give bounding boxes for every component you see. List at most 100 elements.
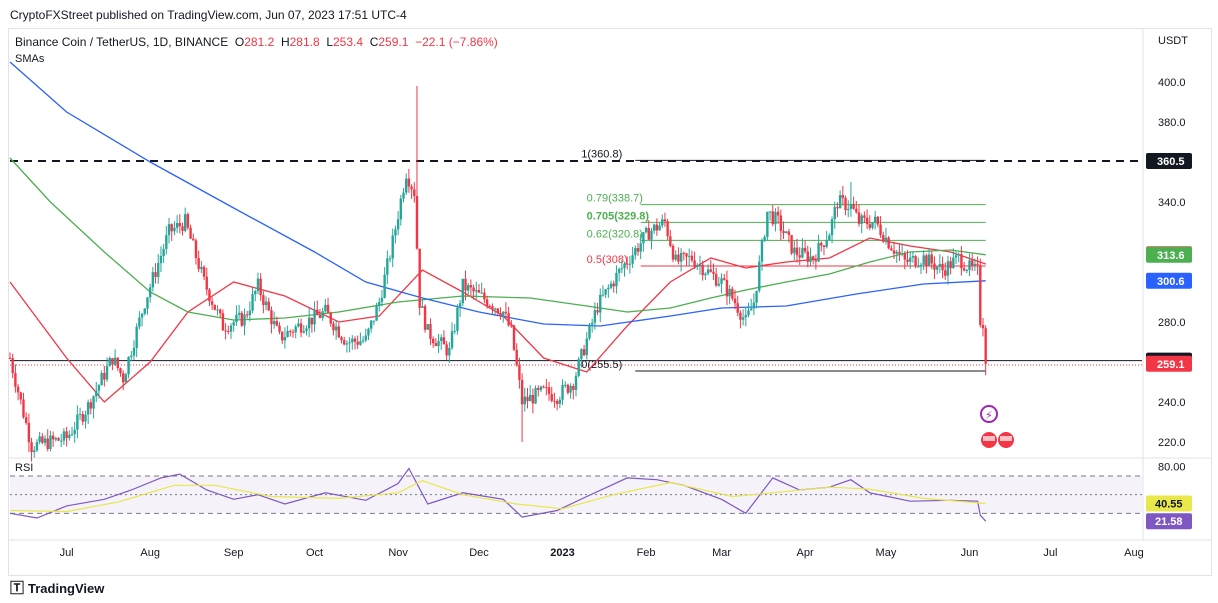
candle-body xyxy=(491,306,494,310)
rsi-tag-bg xyxy=(1146,513,1192,530)
candle-body xyxy=(785,231,788,234)
candle-body xyxy=(709,269,712,272)
candle-body xyxy=(162,248,165,256)
candle-body xyxy=(930,254,933,264)
x-tick-label: May xyxy=(876,547,897,559)
candle-body xyxy=(440,337,443,341)
candle-body xyxy=(914,256,917,267)
candle-body xyxy=(838,195,842,209)
candle-body xyxy=(682,252,686,254)
candle-body xyxy=(863,215,866,218)
candle-body xyxy=(771,211,774,225)
candle-body xyxy=(531,394,535,404)
candle-body xyxy=(11,358,14,374)
symbol-legend[interactable]: Binance Coin / TetherUS, 1D, BINANCE O28… xyxy=(15,35,498,49)
candle-body xyxy=(332,323,335,331)
sma-line xyxy=(9,61,986,327)
candle-body xyxy=(124,374,128,383)
candle-body xyxy=(237,312,241,315)
y-tick-label: 220.0 xyxy=(1158,437,1186,449)
candle-body xyxy=(968,260,971,270)
candle-body xyxy=(305,328,308,332)
candle-body xyxy=(828,235,831,241)
candle-body xyxy=(442,337,446,345)
candle-body xyxy=(264,301,268,306)
candle-body xyxy=(235,314,238,323)
candle-body xyxy=(763,236,766,241)
candle-body xyxy=(534,388,537,404)
candle-body xyxy=(369,320,373,329)
candle-body xyxy=(741,317,745,320)
candle-body xyxy=(469,285,473,288)
candle-body xyxy=(580,349,583,360)
candle-body xyxy=(224,330,227,332)
candle-body xyxy=(922,255,925,265)
candle-body xyxy=(97,385,101,391)
candle-body xyxy=(431,338,435,344)
candle-body xyxy=(35,442,39,451)
candle-body xyxy=(768,211,772,213)
candle-body xyxy=(229,325,233,332)
candle-body xyxy=(698,264,702,266)
candle-body xyxy=(316,309,319,316)
candle-body xyxy=(731,288,734,299)
candle-body xyxy=(911,256,915,258)
candle-body xyxy=(340,337,343,341)
lightning-icon xyxy=(980,405,998,423)
candle-body xyxy=(219,309,222,314)
candle-body xyxy=(165,235,168,249)
candle-body xyxy=(84,414,87,422)
candle-body xyxy=(415,196,419,249)
candle-body xyxy=(663,219,667,222)
sma-label[interactable]: SMAs xyxy=(15,53,45,65)
rsi-label[interactable]: RSI xyxy=(15,462,34,474)
candle-body xyxy=(458,303,462,308)
candle-body xyxy=(186,214,190,228)
candle-body xyxy=(841,195,845,198)
candle-body xyxy=(844,197,847,211)
candle-body xyxy=(809,256,812,262)
candle-body xyxy=(701,264,704,276)
candle-body xyxy=(89,402,93,409)
x-tick-label: Jul xyxy=(60,547,74,559)
candle-body xyxy=(895,251,898,254)
rsi-tick-label: 80.00 xyxy=(1158,462,1186,474)
candle-body xyxy=(652,224,656,231)
price-tag-label: 313.6 xyxy=(1157,250,1185,262)
candle-body xyxy=(130,355,133,358)
candle-body xyxy=(949,261,952,269)
candle-body xyxy=(227,330,230,332)
candle-body xyxy=(38,436,41,443)
candle-body xyxy=(413,189,416,197)
candle-body xyxy=(871,222,874,228)
candle-body xyxy=(623,263,626,269)
candle-body xyxy=(795,247,799,256)
candle-body xyxy=(873,216,877,223)
candle-body xyxy=(714,273,718,286)
x-tick-label: 2023 xyxy=(550,547,574,559)
candle-body xyxy=(192,238,195,241)
candle-body xyxy=(760,240,764,262)
candle-body xyxy=(615,272,618,287)
candle-body xyxy=(456,307,459,331)
candle-body xyxy=(243,314,246,326)
tradingview-footer[interactable]: 🅃 TradingView xyxy=(10,578,104,598)
candle-body xyxy=(127,357,130,375)
candle-body xyxy=(661,219,664,226)
candle-body xyxy=(830,219,834,236)
candle-body xyxy=(790,235,793,254)
candle-body xyxy=(919,264,923,267)
candle-body xyxy=(132,347,136,356)
candle-body xyxy=(310,317,314,325)
candle-body xyxy=(426,324,429,330)
candle-body xyxy=(485,299,489,307)
candle-body xyxy=(210,301,214,305)
candle-body xyxy=(73,429,76,435)
candle-body xyxy=(278,325,281,332)
candle-body xyxy=(564,384,567,386)
candle-body xyxy=(232,322,235,326)
candle-body xyxy=(70,434,74,436)
candle-body xyxy=(367,328,370,336)
candle-body xyxy=(717,283,721,286)
